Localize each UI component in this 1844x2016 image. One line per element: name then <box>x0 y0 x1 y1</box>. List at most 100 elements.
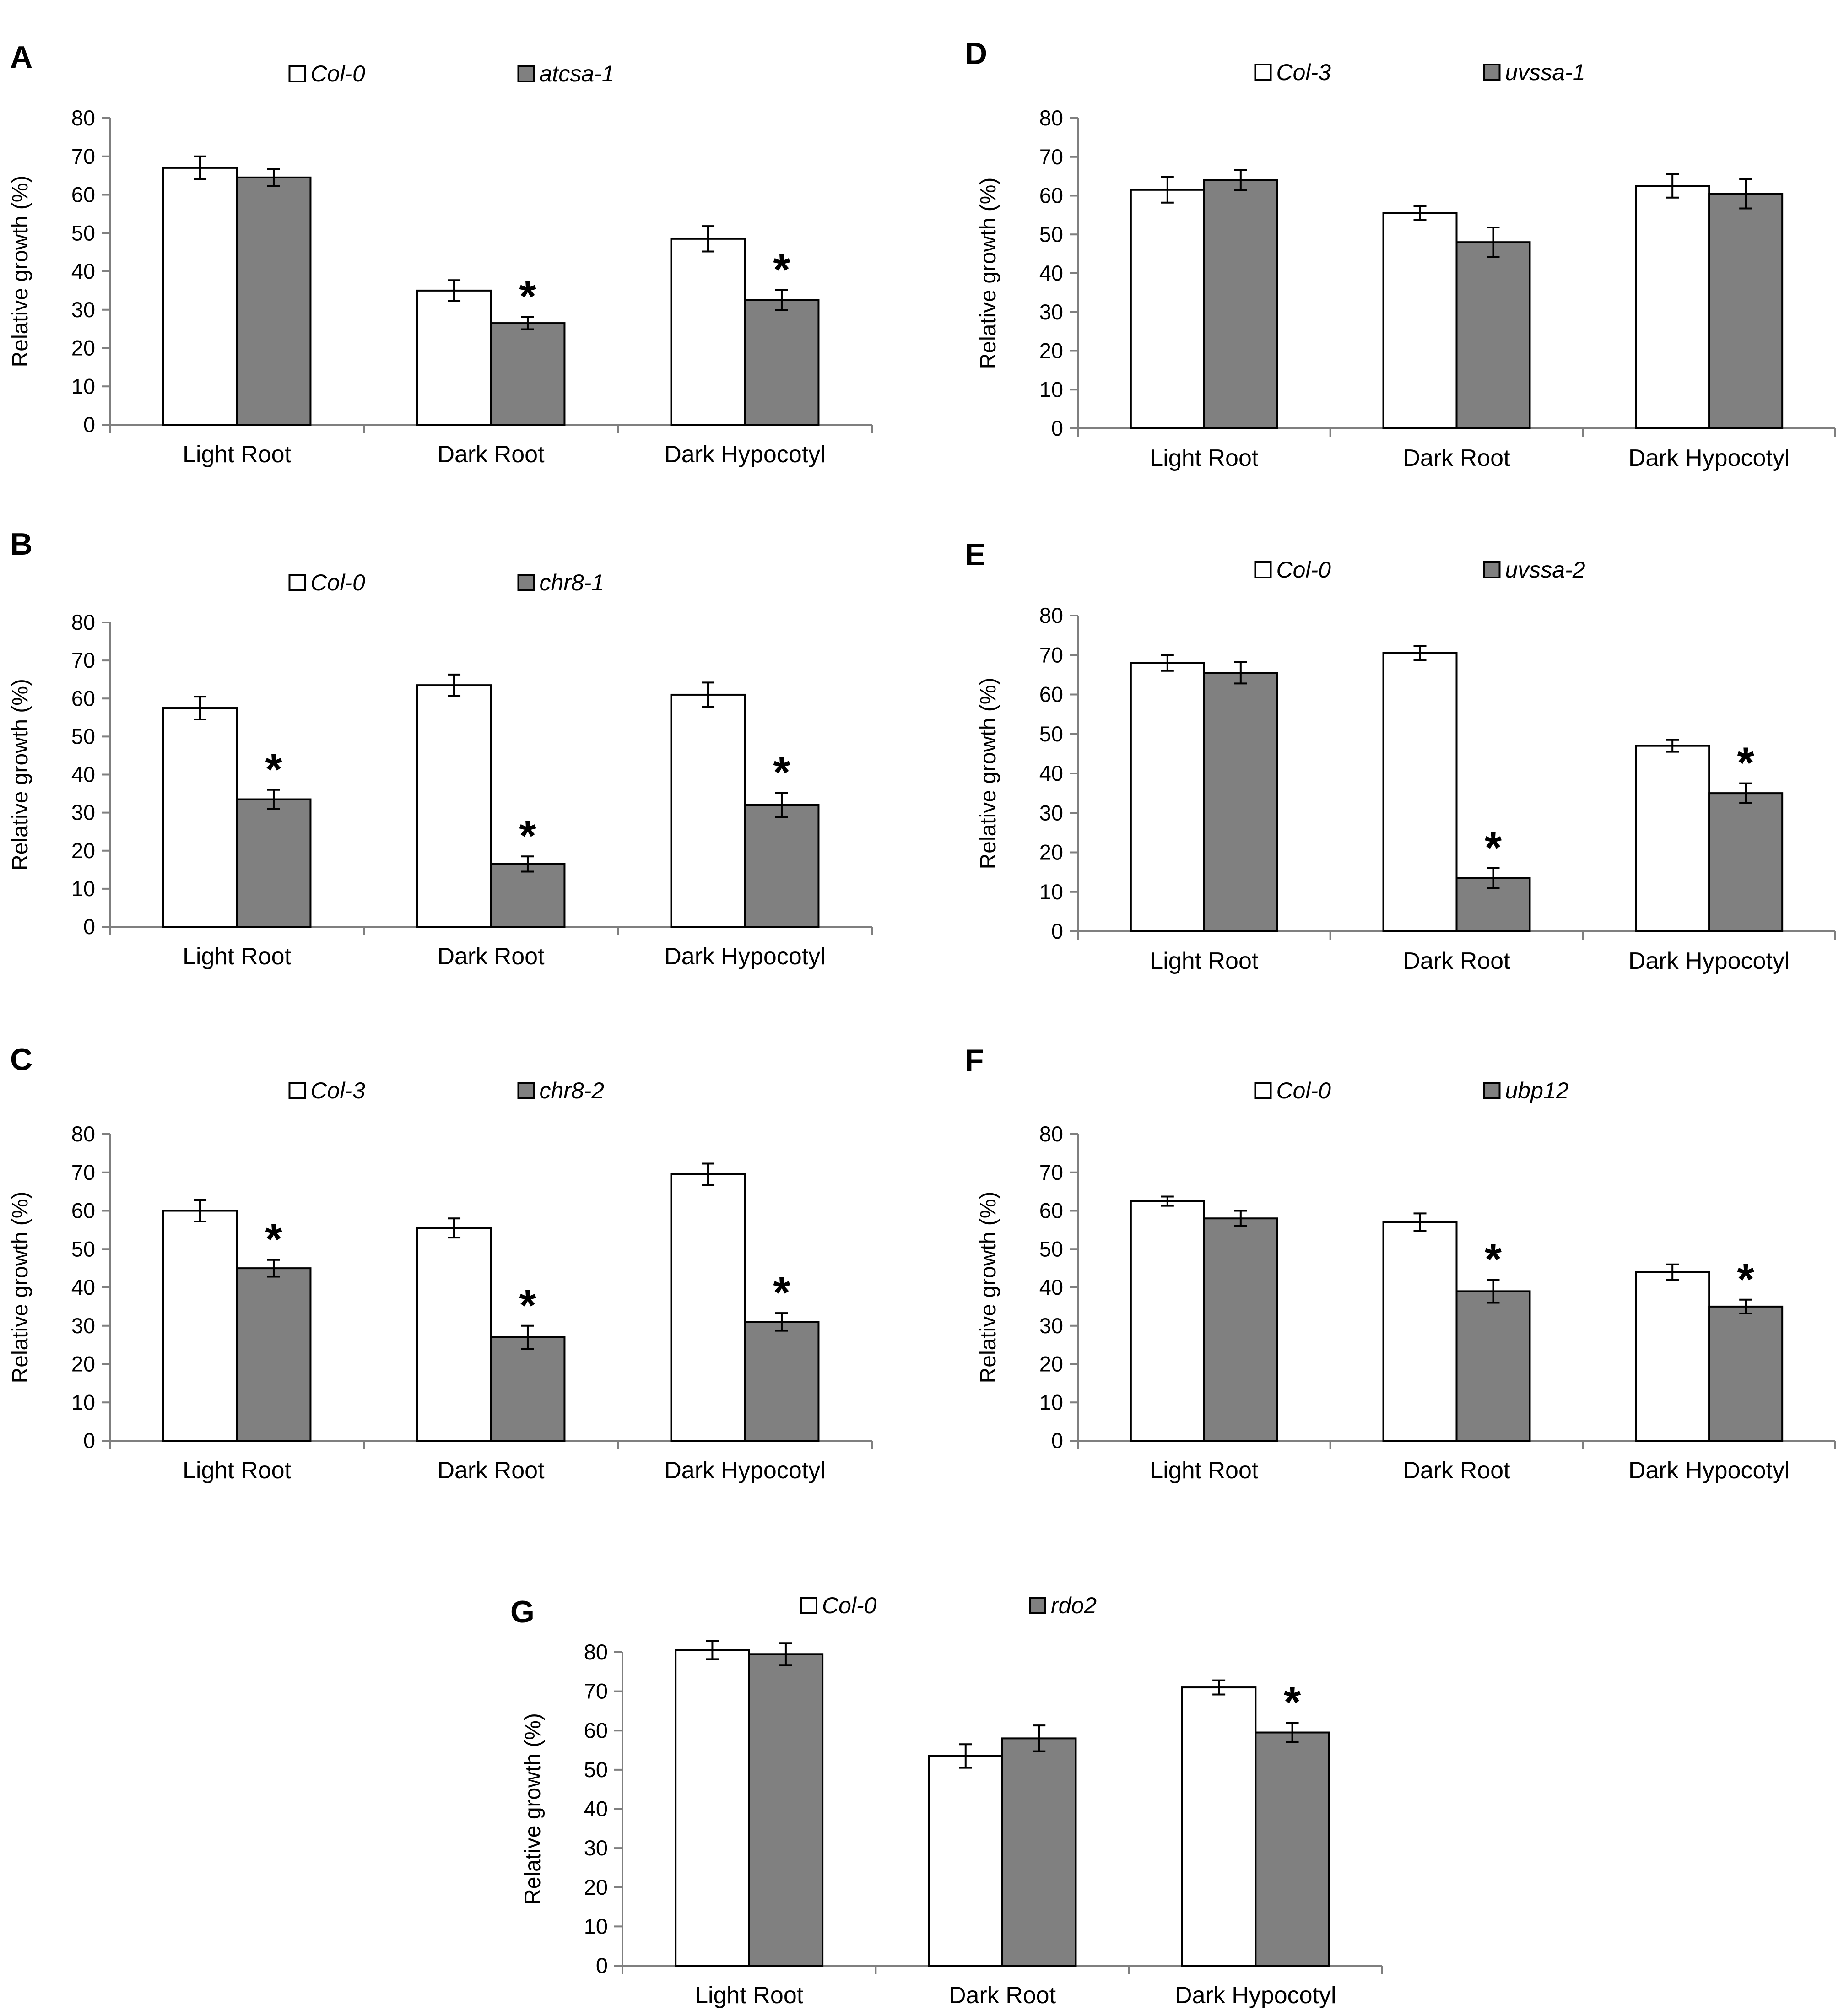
bar-col-0-dark-root <box>416 289 492 426</box>
significance-star: * <box>265 745 282 794</box>
panel-letter: D <box>965 36 987 71</box>
bar-col-0-light-root <box>675 1649 750 1967</box>
panel-letter: F <box>965 1043 984 1078</box>
bar-atcsa-1-dark-hypocotyl <box>744 299 820 426</box>
legend-label: uvssa-2 <box>1505 557 1585 583</box>
y-tick-label: 0 <box>83 914 95 939</box>
y-tick-label: 60 <box>1039 1199 1063 1223</box>
bar-col-3-light-root <box>162 1210 238 1442</box>
y-axis-label: Relative growth (%) <box>8 176 32 368</box>
significance-star: * <box>1284 1678 1301 1727</box>
bar-rdo2-dark-hypocotyl <box>1255 1731 1330 1967</box>
category-label: Light Root <box>1150 1457 1259 1484</box>
y-axis-label: Relative growth (%) <box>521 1713 545 1905</box>
bar-col-0-dark-hypocotyl <box>1635 745 1710 932</box>
significance-star: * <box>519 1281 536 1330</box>
y-tick-label: 60 <box>71 183 95 207</box>
bar-ubp12-dark-root <box>1455 1290 1531 1442</box>
y-tick-label: 80 <box>71 1122 95 1146</box>
y-tick-label: 40 <box>1039 761 1063 785</box>
legend-label: Col-3 <box>311 1078 366 1103</box>
legend-swatch-col-3 <box>288 1082 306 1099</box>
category-label: Light Root <box>695 1982 804 2009</box>
category-label: Dark Hypocotyl <box>1628 445 1790 471</box>
y-tick-label: 20 <box>1039 1352 1063 1376</box>
y-tick-label: 60 <box>1039 682 1063 707</box>
y-tick-label: 10 <box>71 876 95 901</box>
bar-rdo2-light-root <box>748 1653 824 1967</box>
y-tick-label: 10 <box>71 374 95 398</box>
bar-col-0-light-root <box>162 707 238 928</box>
legend-swatch-uvssa-2 <box>1483 561 1501 578</box>
significance-star: * <box>1485 1235 1502 1284</box>
y-tick-label: 30 <box>1039 1313 1063 1338</box>
legend-label: uvssa-1 <box>1505 59 1585 85</box>
bar-col-0-light-root <box>1130 1200 1205 1442</box>
legend-label: atcsa-1 <box>540 61 615 86</box>
bar-col-0-dark-root <box>1382 1221 1458 1442</box>
bar-uvssa-2-dark-hypocotyl <box>1708 792 1784 932</box>
legend-label: Col-0 <box>311 570 366 595</box>
panel-letter: C <box>10 1042 32 1077</box>
bar-chr8-1-light-root <box>236 798 312 928</box>
y-tick-label: 80 <box>71 106 95 130</box>
category-label: Dark Hypocotyl <box>1628 1457 1790 1484</box>
bar-col-0-dark-root <box>416 684 492 928</box>
bar-col-0-dark-hypocotyl <box>670 238 746 426</box>
y-tick-label: 80 <box>1039 1122 1063 1146</box>
legend-swatch-col-3 <box>1254 64 1272 81</box>
y-tick-label: 30 <box>1039 300 1063 324</box>
y-tick-label: 20 <box>71 838 95 863</box>
y-tick-label: 30 <box>71 800 95 825</box>
y-tick-label: 40 <box>1039 261 1063 285</box>
y-tick-label: 70 <box>71 144 95 168</box>
legend-swatch-uvssa-1 <box>1483 64 1501 81</box>
category-label: Light Root <box>1150 445 1259 471</box>
y-tick-label: 70 <box>1039 643 1063 667</box>
y-tick-label: 20 <box>584 1875 608 1899</box>
chart-panel-a: A 0 10 20 30 40 50 60 70 80 Relative growth (%) Lig… <box>8 40 873 468</box>
y-tick-label: 40 <box>71 1275 95 1299</box>
bar-col-3-dark-root <box>416 1227 492 1442</box>
bar-col-0-dark-root <box>928 1755 1003 1967</box>
bar-chr8-1-dark-hypocotyl <box>744 804 820 928</box>
y-tick-label: 10 <box>1039 1390 1063 1414</box>
bar-chr8-1-dark-root <box>490 863 566 928</box>
y-tick-label: 70 <box>1039 145 1063 169</box>
chart-panel-d: D 0 10 20 30 40 50 60 70 80 Relative growth (%) Lig… <box>965 36 1836 471</box>
category-label: Light Root <box>183 1457 292 1484</box>
panel-letter: E <box>965 537 985 572</box>
legend-swatch-col-0 <box>288 65 306 82</box>
category-label: Dark Root <box>437 943 545 970</box>
bar-col-0-light-root <box>1130 662 1205 932</box>
significance-star: * <box>519 272 536 321</box>
y-tick-label: 60 <box>71 1199 95 1223</box>
bar-chr8-2-dark-hypocotyl <box>744 1321 820 1442</box>
legend-label: rdo2 <box>1051 1593 1097 1618</box>
y-tick-label: 10 <box>1039 880 1063 904</box>
legend-label: Col-0 <box>311 61 366 86</box>
category-label: Dark Root <box>1403 1457 1510 1484</box>
legend-swatch-col-0 <box>800 1597 817 1614</box>
y-tick-label: 10 <box>71 1390 95 1414</box>
panel-letter: B <box>10 527 32 562</box>
bar-uvssa-1-light-root <box>1203 179 1278 430</box>
category-label: Light Root <box>1150 948 1259 974</box>
bar-col-0-light-root <box>162 167 238 426</box>
y-tick-label: 10 <box>1039 377 1063 401</box>
bar-atcsa-1-dark-root <box>490 322 566 426</box>
category-label: Dark Hypocotyl <box>664 943 826 970</box>
y-tick-label: 60 <box>71 686 95 710</box>
significance-star: * <box>519 811 536 860</box>
bar-ubp12-light-root <box>1203 1217 1278 1442</box>
bar-col-0-dark-root <box>1382 652 1458 932</box>
legend-label: Col-0 <box>1276 557 1331 583</box>
y-tick-label: 20 <box>71 1352 95 1376</box>
y-tick-label: 80 <box>1039 106 1063 130</box>
chart-panel-e: E 0 10 20 30 40 50 60 70 80 Relative growth (%) Lig… <box>965 537 1836 974</box>
y-axis-label: Relative growth (%) <box>8 1192 32 1384</box>
y-tick-label: 50 <box>1039 722 1063 746</box>
bar-col-3-light-root <box>1130 189 1205 430</box>
bar-col-0-dark-hypocotyl <box>670 693 746 928</box>
category-label: Light Root <box>183 943 292 970</box>
